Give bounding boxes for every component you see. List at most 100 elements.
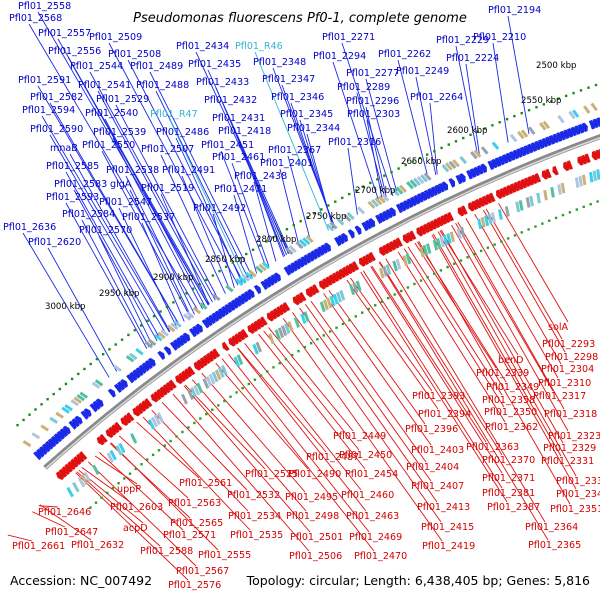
reverse-gene-arrow	[105, 429, 114, 438]
forward-gene-arrow	[74, 415, 83, 425]
gene-label: Pfl01_2632	[71, 540, 124, 551]
gc-content-dot	[139, 324, 143, 327]
forward-gene-arrow	[113, 383, 122, 393]
label-leader-line	[455, 222, 554, 392]
gene-label: Pfl01_2532	[227, 490, 280, 501]
feature-stripe	[377, 195, 386, 204]
feature-stripe	[590, 102, 598, 112]
feature-stripe	[491, 141, 500, 150]
feature-stripe	[525, 197, 531, 208]
forward-gene-arrow	[217, 308, 226, 318]
forward-gene-arrow	[107, 388, 116, 398]
gene-label: Pfl01_2438	[234, 171, 287, 182]
gc-content-dot	[476, 130, 479, 133]
feature-stripe	[509, 133, 518, 143]
gene-label: Pfl01_2490	[288, 469, 341, 480]
gc-content-dot	[483, 127, 487, 130]
forward-gene-arrow	[317, 246, 325, 256]
gc-skew-dot	[554, 216, 558, 220]
gc-content-dot	[198, 283, 201, 286]
feature-stripe	[79, 391, 89, 399]
feature-stripe	[470, 151, 478, 160]
feature-stripe	[557, 184, 562, 195]
gene-label: Pfl01_2588	[140, 546, 193, 557]
gene-label: solA	[548, 322, 569, 333]
feature-stripe	[94, 379, 104, 387]
label-leader-line	[440, 229, 564, 444]
gc-skew-dot	[568, 211, 572, 214]
feature-stripe	[529, 195, 534, 207]
gene-label: Pfl01_2506	[289, 551, 342, 562]
label-leader-line	[37, 11, 209, 306]
feature-stripe	[422, 244, 429, 256]
gene-label: Pfl01_2646	[38, 507, 91, 518]
forward-gene-arrow	[116, 381, 125, 391]
gene-label: Pfl01_2469	[349, 532, 402, 543]
label-leader-line	[104, 118, 206, 308]
forward-gene-arrow	[437, 183, 445, 193]
forward-gene-arrow	[132, 369, 141, 379]
reverse-gene-arrow	[120, 416, 129, 426]
feature-stripe	[448, 160, 457, 170]
genome-summary-text: Topology: circular; Length: 6,438,405 bp…	[246, 573, 590, 588]
forward-gene-arrow	[430, 186, 438, 196]
gene-label: Pfl01_2293	[542, 339, 595, 350]
gc-content-dot	[40, 403, 43, 406]
gc-skew-dot	[413, 282, 416, 286]
gc-skew-dot	[187, 426, 190, 429]
gc-content-dot	[211, 274, 215, 277]
feature-stripe	[295, 241, 304, 249]
label-leader-line	[418, 241, 571, 505]
feature-stripe	[490, 212, 496, 223]
label-leader-line	[142, 416, 251, 531]
feature-stripe	[182, 313, 192, 321]
forward-gene-arrow	[68, 420, 77, 430]
feature-stripe	[473, 149, 482, 158]
forward-gene-arrow	[574, 125, 581, 135]
feature-stripe	[160, 329, 169, 337]
feature-stripe	[31, 432, 41, 440]
label-leader-line	[437, 231, 577, 477]
forward-gene-arrow	[126, 374, 135, 384]
gene-label: Pfl01_2603	[110, 502, 163, 513]
forward-gene-arrow	[413, 195, 421, 205]
gene-label: Pfl01_2519	[141, 183, 194, 194]
gc-content-dot	[579, 89, 583, 92]
label-leader-line	[474, 213, 562, 365]
forward-gene-arrow	[80, 410, 89, 420]
feature-stripe	[497, 209, 503, 220]
gc-skew-dot	[506, 237, 510, 240]
kbp-tick-label: 2550 kbp	[521, 96, 562, 106]
gc-skew-dot	[199, 417, 202, 420]
gene-label: Pfl01_2463	[346, 511, 399, 522]
feature-stripe	[382, 265, 388, 277]
gc-content-dot	[77, 372, 80, 376]
feature-stripe	[439, 236, 445, 248]
gc-skew-dot	[439, 269, 443, 272]
gene-label: Pfl01_2363	[466, 442, 519, 453]
feature-stripe	[371, 199, 379, 208]
gene-label: Pfl01_2271	[322, 32, 375, 43]
gene-label: Pfl01_2488	[136, 80, 189, 91]
feature-stripe	[274, 329, 281, 341]
forward-gene-arrow	[473, 166, 480, 177]
forward-gene-arrow	[195, 323, 204, 333]
gc-skew-dot	[247, 382, 250, 386]
feature-stripe	[192, 306, 202, 315]
gene-label: Pfl01_2342	[556, 489, 600, 500]
gene-label: mnaB	[50, 143, 78, 154]
gene-label: Pfl01_2224	[446, 53, 499, 64]
genome-backbone	[43, 134, 600, 470]
gc-content-dot	[114, 343, 117, 346]
forward-gene-arrow	[409, 196, 417, 207]
gc-content-dot	[425, 153, 429, 156]
gc-content-dot	[397, 167, 400, 170]
forward-gene-arrow	[523, 145, 530, 155]
gene-label: Pfl01_2583	[54, 179, 107, 190]
gc-content-dot	[52, 392, 55, 396]
feature-stripe	[76, 394, 86, 402]
forward-gene-arrow	[487, 160, 494, 170]
gene-label: Pfl01_2547	[99, 197, 152, 208]
label-leader-line	[465, 217, 559, 379]
